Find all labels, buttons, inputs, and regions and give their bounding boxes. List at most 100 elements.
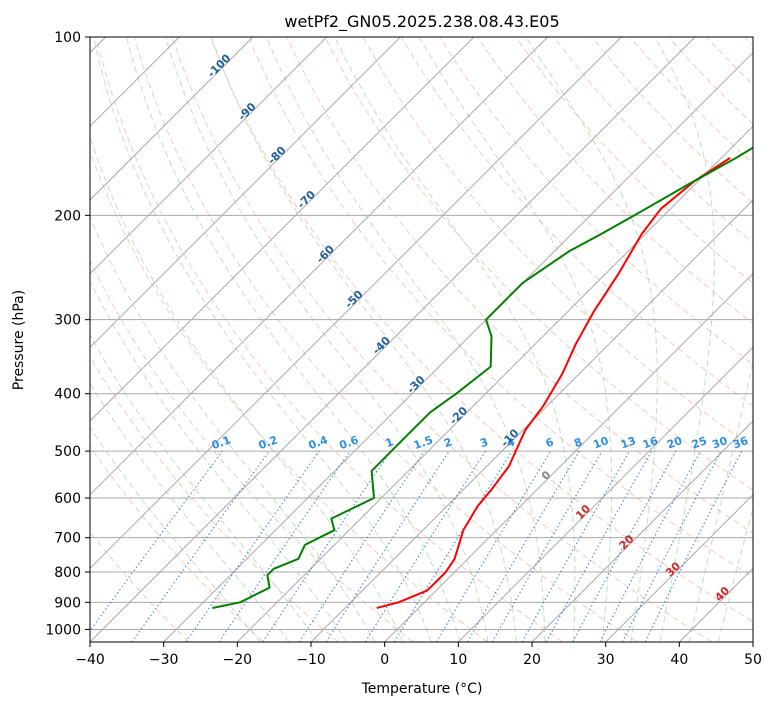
isotherm-label: -40 bbox=[370, 334, 393, 357]
y-tick-label: 300 bbox=[54, 313, 81, 329]
mixing-ratio-label: 0.2 bbox=[257, 433, 280, 452]
x-tick-label: −20 bbox=[223, 652, 253, 668]
isotherm-line bbox=[531, 420, 753, 642]
x-tick-label: −30 bbox=[149, 652, 179, 668]
y-tick-label: 100 bbox=[54, 30, 81, 46]
isotherm-label: -20 bbox=[447, 404, 470, 427]
mixing-ratio-label: 10 bbox=[591, 434, 610, 452]
mixing-ratio-line bbox=[435, 450, 552, 642]
mixing-ratio-line bbox=[185, 450, 320, 642]
isotherm-line bbox=[605, 493, 753, 642]
isotherm-label: -50 bbox=[342, 288, 365, 311]
mixing-ratio-label: 6 bbox=[544, 435, 556, 450]
grid bbox=[90, 37, 753, 642]
dry-adiabat bbox=[668, 37, 753, 125]
isotherm-label: 40 bbox=[712, 584, 732, 604]
mixing-ratio-label: 0.1 bbox=[210, 433, 233, 452]
y-tick-label: 700 bbox=[54, 531, 81, 547]
isotherm-label: 20 bbox=[617, 532, 637, 552]
moist-adiabat bbox=[164, 37, 489, 642]
x-tick-label: 10 bbox=[449, 652, 467, 668]
y-tick-label: 1000 bbox=[45, 622, 81, 638]
isotherm-label: 30 bbox=[663, 559, 683, 579]
moist-adiabat bbox=[90, 215, 376, 642]
dry-adiabat bbox=[591, 37, 753, 204]
isotherm-line bbox=[90, 37, 475, 422]
isotherm-line bbox=[90, 37, 696, 642]
isotherm-line bbox=[236, 125, 753, 642]
dry-adiabat bbox=[90, 356, 339, 642]
mixing-ratio-label: 1.5 bbox=[412, 433, 435, 452]
y-tick-label: 200 bbox=[54, 208, 81, 224]
x-tick-label: −40 bbox=[75, 652, 105, 668]
dry-adiabat bbox=[90, 259, 414, 642]
moist-adiabat bbox=[126, 37, 461, 642]
mixing-ratio-line bbox=[90, 450, 223, 632]
mixing-ratio-label: 30 bbox=[710, 434, 729, 452]
y-tick-label: 500 bbox=[54, 444, 81, 460]
dry-adiabat bbox=[248, 37, 753, 578]
y-tick-label: 900 bbox=[54, 595, 81, 611]
moist-adiabat bbox=[334, 37, 576, 642]
mixing-ratio-label: 1 bbox=[384, 435, 396, 450]
dry-adiabat bbox=[210, 37, 753, 623]
isotherm-label: -70 bbox=[295, 188, 318, 211]
isotherm-line bbox=[310, 199, 753, 642]
isotherm-line bbox=[384, 272, 753, 642]
mixing-ratio-label: 8 bbox=[572, 435, 584, 450]
moist-adiabat bbox=[90, 334, 319, 642]
mixing-ratio-label: 4 bbox=[505, 435, 517, 450]
isotherm-line bbox=[90, 37, 622, 570]
isotherm-line bbox=[678, 567, 753, 642]
x-axis-label: Temperature (°C) bbox=[361, 681, 483, 697]
dry-adiabat bbox=[286, 37, 753, 534]
x-tick-label: 50 bbox=[744, 652, 762, 668]
plot-frame bbox=[89, 36, 754, 643]
isotherm-label: -90 bbox=[235, 100, 258, 123]
moist-adiabat bbox=[717, 506, 753, 642]
moist-adiabat bbox=[688, 358, 753, 642]
mixing-ratio-label: 3 bbox=[478, 435, 490, 450]
mixing-ratio-label: 25 bbox=[690, 434, 709, 451]
x-axis: −40 −30 −20 −10 0 10 20 30 40 50 bbox=[75, 642, 762, 668]
isotherm-line bbox=[457, 346, 753, 642]
mixing-ratio-line bbox=[599, 450, 701, 642]
isotherm-line bbox=[90, 37, 549, 496]
mixing-ratio-label: 0.4 bbox=[307, 433, 330, 452]
mixing-ratio-lines bbox=[90, 450, 743, 642]
mixing-ratio-label: 2 bbox=[442, 435, 454, 450]
mixing-ratio-line bbox=[644, 450, 743, 642]
dry-adiabat bbox=[515, 37, 753, 284]
isotherm-line bbox=[163, 51, 753, 642]
x-tick-label: 40 bbox=[670, 652, 688, 668]
mixing-ratio-label: 13 bbox=[619, 434, 638, 451]
moist-adiabat bbox=[210, 37, 517, 642]
dry-adiabat bbox=[324, 37, 753, 491]
y-tick-label: 400 bbox=[54, 387, 81, 403]
moist-adiabat bbox=[418, 37, 613, 642]
mixing-ratio-line bbox=[298, 450, 425, 642]
chart-title: wetPf2_GN05.2025.238.08.43.E05 bbox=[284, 12, 559, 32]
mixing-ratio-line bbox=[393, 450, 513, 642]
moist-adiabat bbox=[654, 37, 715, 642]
y-tick-label: 800 bbox=[54, 565, 81, 581]
isotherm-line bbox=[90, 37, 401, 349]
x-tick-label: 30 bbox=[597, 652, 615, 668]
mixing-ratio-line bbox=[218, 450, 351, 642]
mixing-ratio-line bbox=[262, 450, 392, 642]
x-tick-label: 20 bbox=[523, 652, 541, 668]
isotherm-label: -80 bbox=[265, 144, 288, 167]
y-axis-label: Pressure (hPa) bbox=[11, 290, 27, 390]
dry-adiabat bbox=[171, 37, 712, 642]
isotherm-line bbox=[90, 37, 254, 201]
dry-adiabat bbox=[95, 37, 563, 642]
moist-adiabat bbox=[266, 37, 546, 642]
moist-adiabat bbox=[92, 37, 432, 642]
x-tick-label: −10 bbox=[296, 652, 326, 668]
mixing-ratio-label: 20 bbox=[665, 434, 684, 452]
isotherm-label: -60 bbox=[314, 242, 337, 265]
isotherm-label: -30 bbox=[404, 373, 427, 396]
mixing-ratio-line bbox=[572, 450, 677, 642]
y-axis: 1000 900 800 700 600 500 400 300 200 100 bbox=[45, 30, 90, 638]
